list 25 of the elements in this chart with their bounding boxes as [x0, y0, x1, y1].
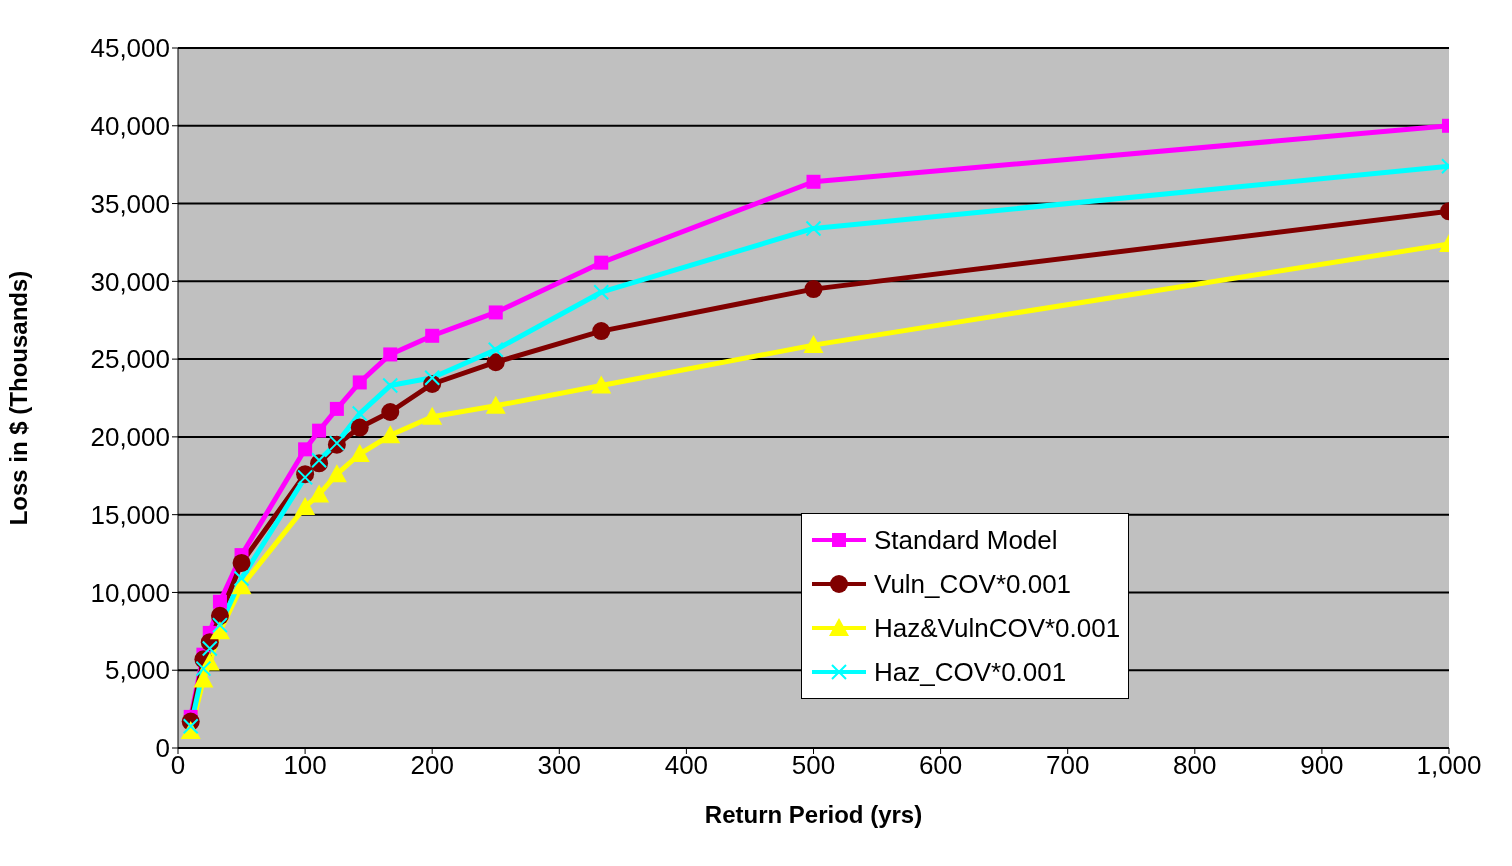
y-tick-label: 25,000 — [90, 344, 170, 375]
legend-label: Haz&VulnCOV*0.001 — [874, 612, 1121, 644]
y-tick-label: 15,000 — [90, 499, 170, 530]
y-axis-title: Loss in $ (Thousands) — [4, 270, 32, 526]
x-tick-label: 200 — [410, 750, 454, 781]
y-tick-label: 40,000 — [90, 111, 170, 142]
x-tick-label: 100 — [283, 750, 327, 781]
x-axis-title: Return Period (yrs) — [704, 801, 923, 828]
y-tick-label: 20,000 — [90, 422, 170, 453]
x-tick-label: 900 — [1300, 750, 1344, 781]
y-tick-label: 5,000 — [104, 655, 170, 686]
y-tick-label: 30,000 — [90, 266, 170, 297]
x-tick-label: 500 — [791, 750, 836, 781]
legend-label: Standard Model — [874, 524, 1058, 556]
y-tick-label: 45,000 — [90, 33, 170, 64]
x-tick-label: 800 — [1173, 750, 1217, 781]
y-tick-label: 10,000 — [90, 577, 170, 608]
x-tick-label: 400 — [664, 750, 709, 781]
legend-label: Vuln_COV*0.001 — [874, 568, 1072, 600]
legend-label: Haz_COV*0.001 — [874, 656, 1067, 688]
y-tick-label: 35,000 — [90, 188, 170, 219]
x-tick-label: 300 — [537, 750, 581, 781]
x-tick-label: 700 — [1046, 750, 1090, 781]
x-tick-label: 600 — [918, 750, 963, 781]
x-tick-label: 1,000 — [1416, 750, 1482, 781]
